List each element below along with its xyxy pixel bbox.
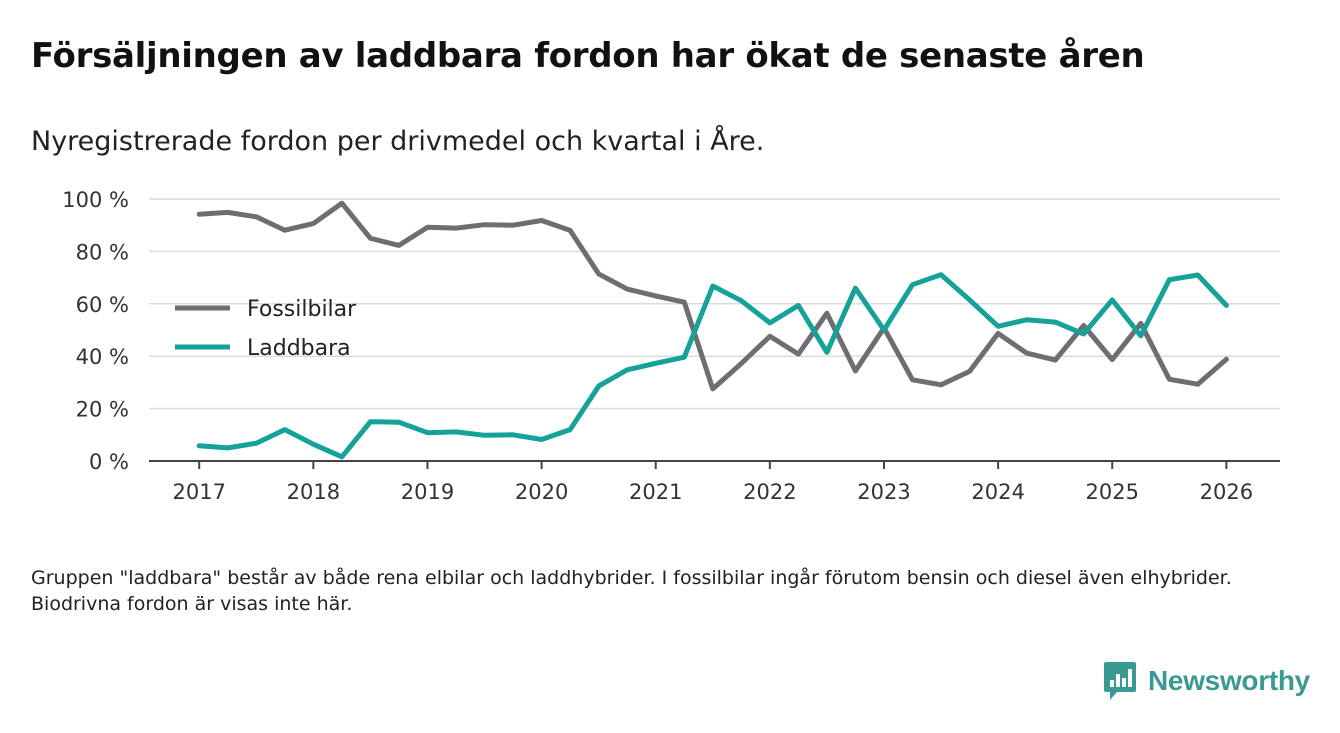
x-tick-label: 2024	[971, 480, 1024, 504]
x-tick-label: 2017	[172, 480, 225, 504]
x-tick-label: 2025	[1086, 480, 1139, 504]
brand[interactable]: Newsworthy	[1102, 660, 1310, 702]
footnote: Gruppen "laddbara" består av både rena e…	[31, 567, 1232, 615]
legend-fossil-label: Fossilbilar	[247, 297, 357, 322]
chart-subtitle: Nyregistrerade fordon per drivmedel och …	[31, 126, 765, 157]
y-tick-label: 100 %	[62, 188, 129, 212]
x-tick-label: 2020	[515, 480, 568, 504]
y-tick-label: 20 %	[76, 398, 129, 422]
y-tick-label: 40 %	[76, 345, 129, 369]
grid-lines	[149, 198, 1280, 410]
series-line-fossil	[196, 200, 1229, 392]
series-line-laddbara	[196, 272, 1229, 460]
brand-name: Newsworthy	[1148, 665, 1310, 696]
legend: Fossilbilar Laddbara	[175, 297, 357, 361]
y-tick-label: 0 %	[89, 450, 129, 474]
x-tick-label: 2023	[857, 480, 910, 504]
x-tick-label: 2018	[287, 480, 340, 504]
series-lines	[196, 200, 1229, 460]
legend-laddbara-label: Laddbara	[247, 336, 351, 361]
x-axis-ticks: 2017 2018 2019 2020 2021 2022 2023 2024 2025 2026	[172, 461, 1253, 504]
y-axis-ticks: 0 % 20 % 40 % 60 % 80 % 100 %	[62, 188, 129, 474]
x-tick-label: 2021	[629, 480, 682, 504]
chart-title: Försäljningen av laddbara fordon har öka…	[31, 36, 1145, 76]
newsworthy-logo-icon	[1104, 662, 1136, 700]
x-tick-label: 2022	[743, 480, 796, 504]
line-chart: 0 % 20 % 40 % 60 % 80 % 100 % 2017 2018 2019 202…	[62, 188, 1280, 504]
x-tick-label: 2019	[401, 480, 454, 504]
x-tick-label: 2026	[1200, 480, 1253, 504]
y-tick-label: 60 %	[76, 293, 129, 317]
y-tick-label: 80 %	[76, 240, 129, 264]
